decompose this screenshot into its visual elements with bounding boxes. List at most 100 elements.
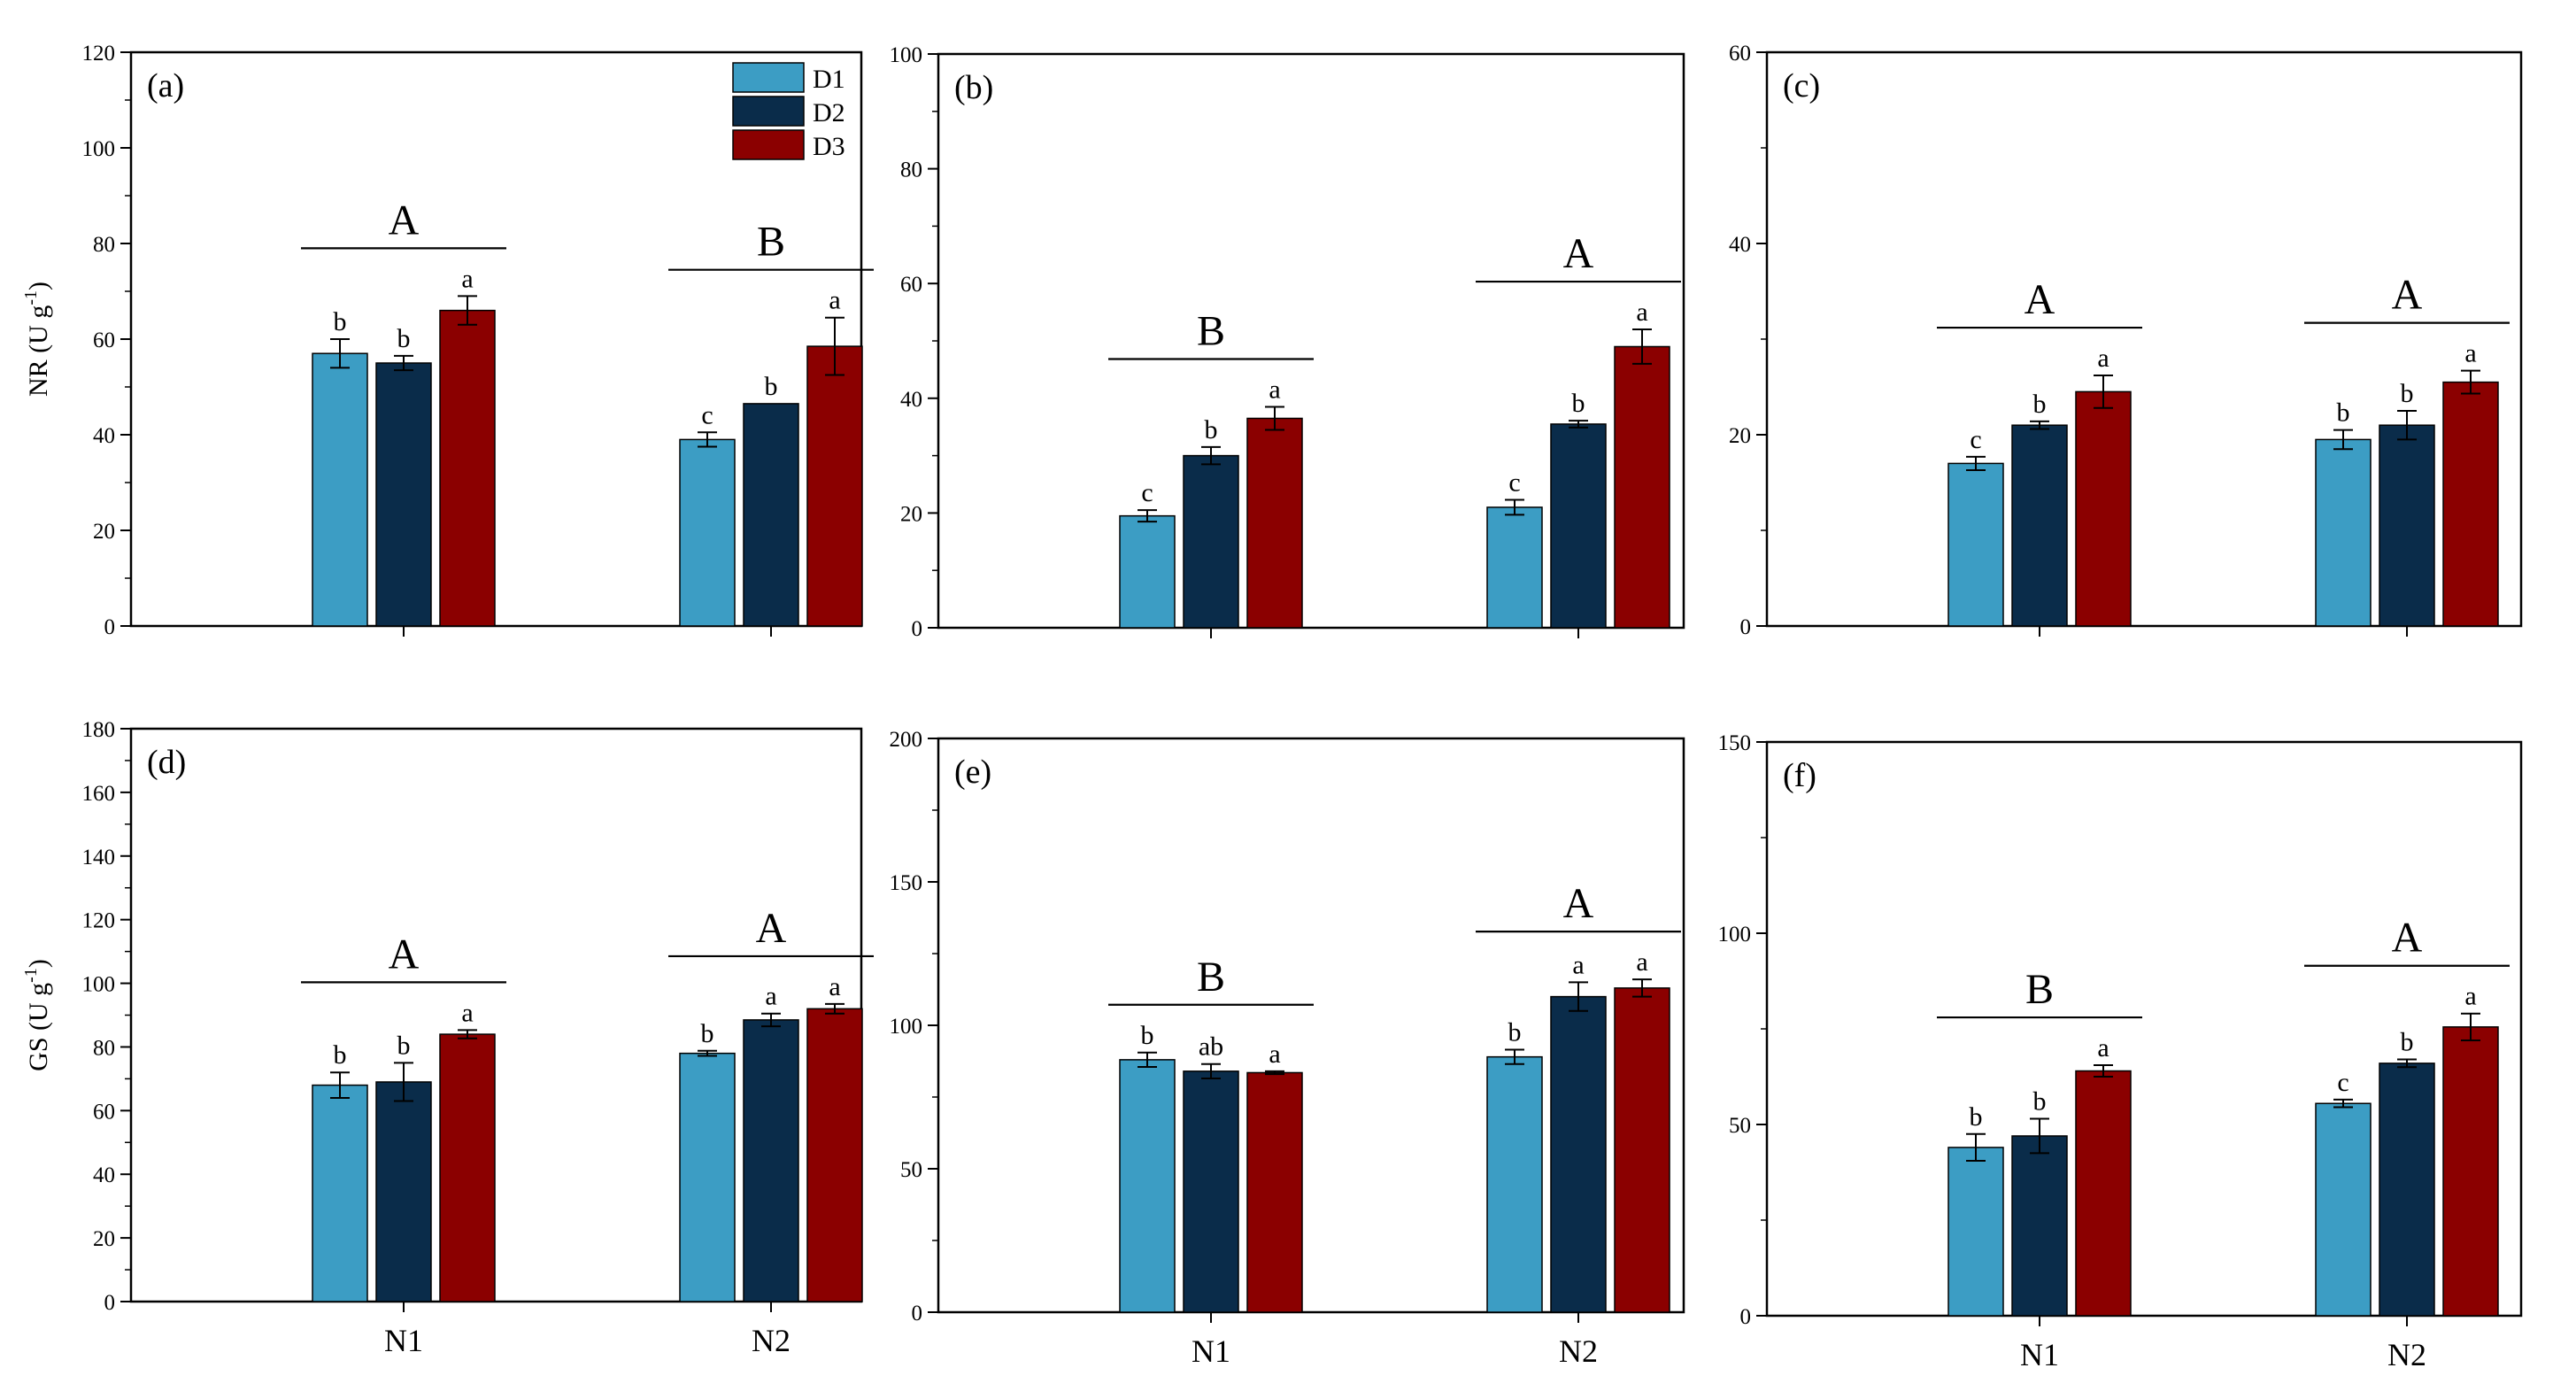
group-letter: A	[1563, 880, 1594, 927]
y-tick-label: 40	[1729, 233, 1751, 257]
y-tick-label: 0	[1740, 615, 1752, 639]
legend-swatch-D3	[732, 129, 805, 160]
y-tick-label: 120	[82, 42, 116, 66]
bar-D3-N2	[806, 1008, 863, 1302]
bar-D3-N2	[806, 345, 863, 627]
bar-D3-N1	[2075, 1070, 2132, 1317]
legend-label-D1: D1	[813, 65, 845, 94]
bar-D1-N2	[1486, 506, 1543, 629]
significance-letter: b	[2401, 1028, 2414, 1057]
significance-letter: a	[1269, 375, 1280, 405]
y-tick-label: 20	[1729, 424, 1751, 448]
y-tick-label: 50	[1729, 1114, 1751, 1138]
x-tick-label: N1	[2020, 1337, 2059, 1372]
group-letter: A	[2392, 272, 2423, 319]
y-tick-label: 100	[82, 973, 116, 997]
group-letter: A	[389, 931, 420, 978]
bar-D3-N1	[1246, 1071, 1303, 1313]
significance-letter: c	[2337, 1068, 2348, 1097]
y-tick-label: 100	[890, 43, 923, 67]
bar-D3-N2	[1614, 345, 1670, 629]
bar-D1-N2	[1486, 1055, 1543, 1313]
bar-D2-N1	[1183, 454, 1239, 629]
group-letter: A	[756, 905, 787, 952]
significance-letter: b	[1572, 389, 1585, 418]
bar-D1-N2	[2315, 438, 2372, 627]
significance-letter: a	[2464, 339, 2476, 368]
significance-letter: b	[2401, 379, 2414, 408]
y-tick-label: 80	[93, 233, 115, 257]
group-letter: B	[757, 219, 785, 266]
significance-letter: b	[1970, 1102, 1983, 1132]
y-tick-label: 60	[93, 328, 115, 352]
bar-D2-N1	[375, 362, 432, 627]
y-tick-label: 200	[890, 728, 923, 752]
bar-D3-N1	[2075, 390, 2132, 627]
y-tick-label: 50	[900, 1158, 922, 1182]
significance-letter: a	[461, 264, 473, 293]
y-tick-label: 150	[890, 871, 923, 895]
significance-letter: a	[1636, 947, 1647, 977]
significance-letter: c	[1508, 468, 1520, 497]
x-tick-label: N2	[2387, 1337, 2426, 1372]
y-tick-label: 180	[82, 718, 116, 742]
y-tick-label: 100	[82, 137, 116, 161]
x-tick-label: N2	[752, 1323, 791, 1358]
legend-label-D3: D3	[813, 132, 845, 161]
bar-D2-N2	[1550, 423, 1607, 629]
significance-letter: a	[765, 982, 776, 1011]
y-tick-label: 0	[104, 1291, 116, 1315]
x-tick-label: N1	[384, 1323, 423, 1358]
legend-swatch-D1	[732, 62, 805, 93]
bar-D2-N2	[743, 1019, 799, 1302]
significance-letter: a	[2464, 982, 2476, 1011]
bar-D3-N1	[439, 1033, 496, 1302]
group-letter: A	[1563, 230, 1594, 277]
bar-D3-N2	[2442, 1026, 2499, 1317]
significance-letter: a	[461, 998, 473, 1027]
significance-letter: b	[2033, 1087, 2047, 1117]
panel-d: 0 20 40 60 80 100 120 140 160 180 (d) GS (U g-1) N1 b…	[21, 718, 874, 1358]
legend: D1 D2 D3	[732, 62, 845, 161]
y-tick-label: 20	[900, 502, 922, 526]
y-tick-label: 20	[93, 1227, 115, 1251]
legend-label-D2: D2	[813, 98, 845, 128]
significance-letter: b	[1141, 1021, 1154, 1050]
significance-letter: b	[765, 372, 778, 401]
panel-label: (d)	[147, 744, 186, 781]
bar-D2-N2	[2379, 1063, 2435, 1317]
x-tick-label: N1	[1192, 1333, 1230, 1369]
significance-letter: c	[1970, 425, 1981, 454]
significance-letter: b	[2033, 390, 2047, 419]
panel-label: (b)	[954, 69, 993, 106]
panel-f: 0 50 100 150 (f) N1 b b a B N2 c b a A	[1718, 731, 2523, 1372]
bar-D2-N1	[1183, 1070, 1239, 1313]
y-tick-label: 60	[900, 273, 922, 297]
y-tick-label: 140	[82, 846, 116, 869]
y-tick-label: 60	[93, 1100, 115, 1124]
bar-D3-N2	[1614, 987, 1670, 1313]
significance-letter: a	[829, 972, 840, 1001]
significance-letter: b	[397, 1031, 411, 1060]
y-tick-label: 20	[93, 520, 115, 544]
panel-label: (a)	[147, 67, 184, 104]
bar-D1-N1	[1119, 1059, 1176, 1313]
significance-letter: b	[334, 1040, 347, 1070]
significance-letter: a	[829, 286, 840, 315]
y-tick-label: 40	[900, 388, 922, 412]
group-letter: A	[389, 197, 420, 243]
panel-a: 0 20 40 60 80 100 120 (a) NR (U g-1) b b a Ac b a B	[21, 42, 874, 639]
group-letter: B	[2025, 966, 2054, 1013]
bar-D2-N2	[2379, 424, 2435, 627]
bar-D3-N2	[2442, 381, 2499, 627]
bar-D3-N1	[439, 309, 496, 627]
significance-letter: ab	[1199, 1032, 1223, 1062]
y-tick-label: 100	[890, 1015, 923, 1039]
significance-letter: c	[701, 400, 713, 429]
y-tick-label: 0	[104, 615, 116, 639]
y-tick-label: 80	[900, 158, 922, 182]
panel-label: (c)	[1783, 67, 1820, 104]
y-tick-label: 150	[1718, 731, 1752, 755]
